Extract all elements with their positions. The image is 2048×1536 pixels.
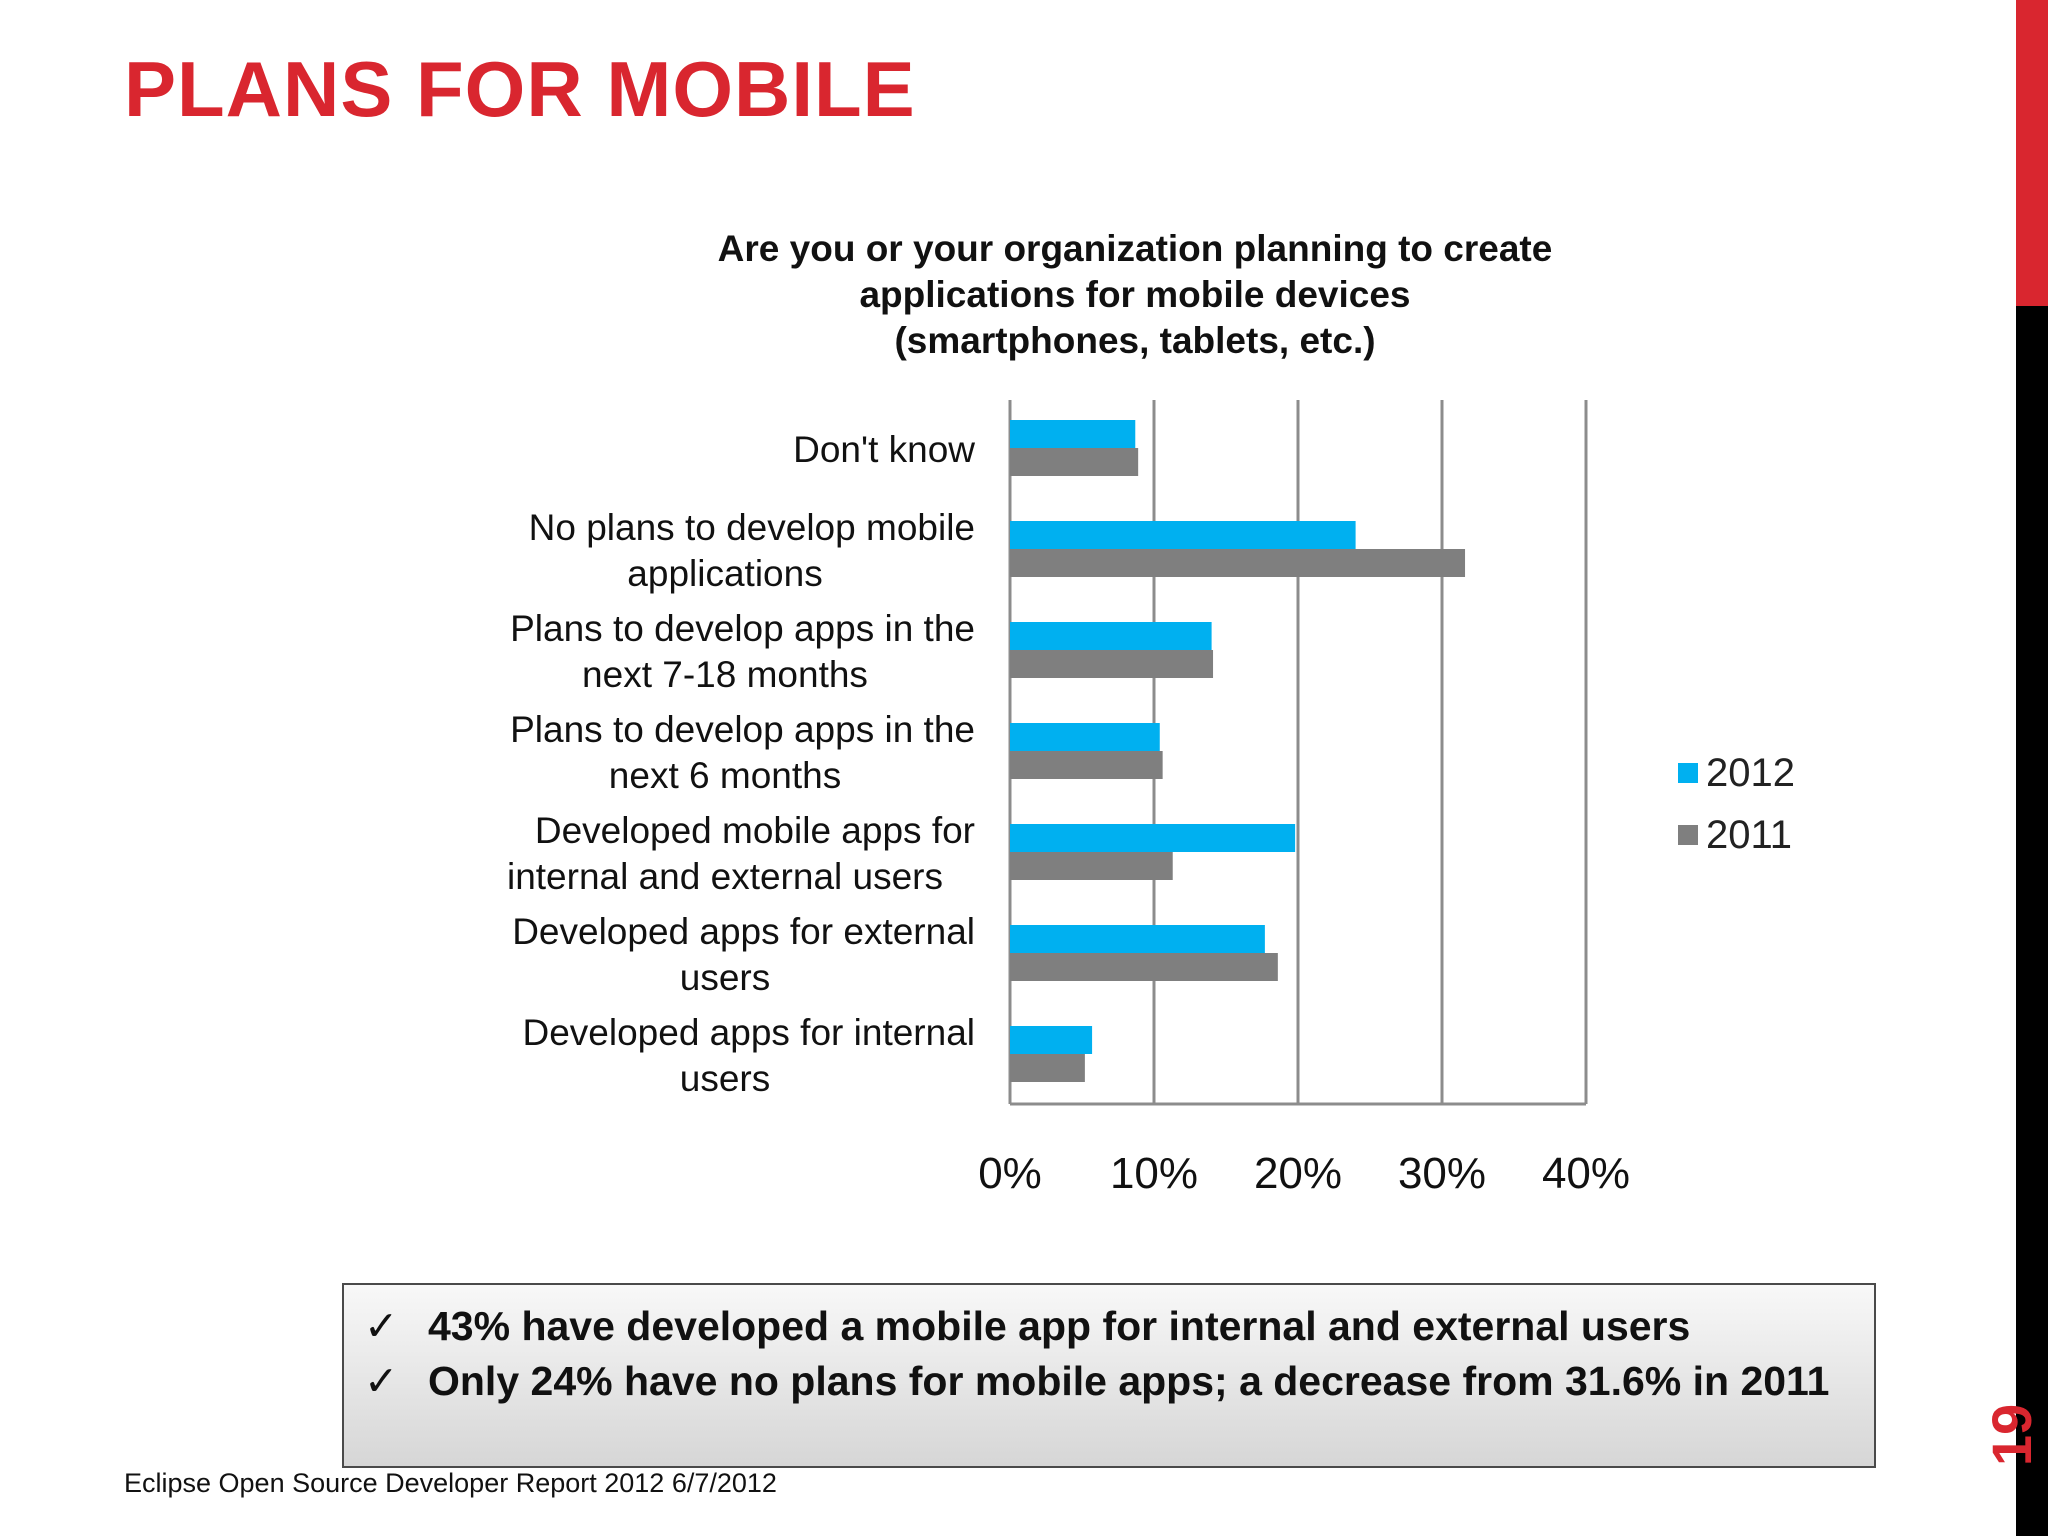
bar-2011 (1010, 751, 1163, 779)
finding-item: ✓ 43% have developed a mobile app for in… (364, 1299, 1854, 1354)
finding-item: ✓ Only 24% have no plans for mobile apps… (364, 1354, 1854, 1409)
x-tick-label: 20% (1254, 1149, 1342, 1198)
finding-text: Only 24% have no plans for mobile apps; … (428, 1358, 1830, 1404)
legend-label-2012: 2012 (1706, 750, 1795, 795)
legend-label-2011: 2011 (1706, 812, 1793, 857)
category-label: internal and external users (507, 856, 943, 897)
footer-source: Eclipse Open Source Developer Report 201… (124, 1468, 777, 1498)
legend-swatch-2012 (1678, 763, 1698, 783)
bar-2011 (1010, 953, 1278, 981)
checkmark-icon: ✓ (364, 1303, 399, 1349)
bar-2012 (1010, 723, 1160, 751)
bar-2012 (1010, 824, 1296, 852)
bar-2012 (1010, 622, 1212, 650)
key-findings-box: ✓ 43% have developed a mobile app for in… (342, 1283, 1876, 1468)
x-tick-label: 40% (1542, 1149, 1630, 1198)
bar-2011 (1010, 852, 1173, 880)
category-label: users (680, 1058, 770, 1099)
page-title: PLANS FOR MOBILE (124, 45, 916, 133)
page-number: 19 (1980, 1403, 2043, 1467)
category-label: Plans to develop apps in the (510, 709, 975, 750)
category-label: next 6 months (609, 755, 841, 796)
category-label: Developed apps for internal (522, 1012, 975, 1053)
bar-2012 (1010, 521, 1356, 549)
bar-2011 (1010, 1054, 1085, 1082)
category-label: Developed apps for external (512, 911, 975, 952)
category-label: next 7-18 months (582, 654, 868, 695)
bar-2011 (1010, 549, 1466, 577)
chart-title: Are you or your organization planning to… (717, 228, 1553, 361)
chart-legend: 2012 2011 (1678, 742, 1795, 866)
legend-item-2011: 2011 (1678, 804, 1795, 866)
x-tick-label: 30% (1398, 1149, 1486, 1198)
accent-stripe (2016, 0, 2048, 306)
bar-2012 (1010, 925, 1265, 953)
bar-2011 (1010, 650, 1214, 678)
category-label: Plans to develop apps in the (510, 608, 975, 649)
side-bar (2016, 306, 2048, 1536)
x-tick-label: 10% (1110, 1149, 1198, 1198)
bar-chart: 0% 10% 20% 30% 40% Don't know No plans to deve… (507, 400, 1630, 1198)
bar-2012 (1010, 420, 1136, 448)
category-label: applications (627, 553, 822, 594)
legend-swatch-2011 (1678, 825, 1698, 845)
bar-2012 (1010, 1026, 1093, 1054)
legend-item-2012: 2012 (1678, 742, 1795, 804)
category-label: users (680, 957, 770, 998)
category-label: Developed mobile apps for (535, 810, 975, 851)
bar-2011 (1010, 448, 1139, 476)
finding-text: 43% have developed a mobile app for inte… (428, 1303, 1691, 1349)
x-tick-label: 0% (978, 1149, 1042, 1198)
checkmark-icon: ✓ (364, 1358, 399, 1404)
category-label: No plans to develop mobile (529, 507, 975, 548)
category-label: Don't know (793, 429, 975, 470)
